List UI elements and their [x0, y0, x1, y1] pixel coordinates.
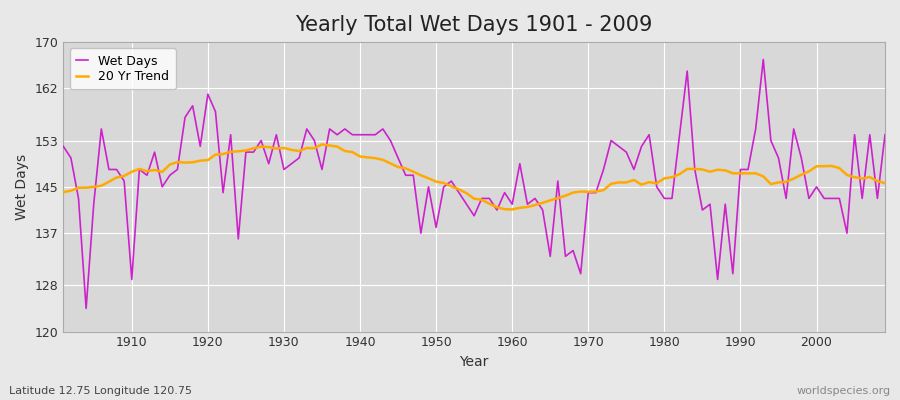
Wet Days [293, 156, 304, 160]
20 Yr Trend [286, 148, 297, 152]
Legend: Wet Days, 20 Yr Trend: Wet Days, 20 Yr Trend [69, 48, 176, 89]
20 Yr Trend [339, 149, 350, 154]
Wet Days [81, 306, 92, 311]
Line: 20 Yr Trend: 20 Yr Trend [63, 144, 885, 210]
Wet Days [58, 144, 68, 149]
Y-axis label: Wet Days: Wet Days [15, 154, 29, 220]
Wet Days [758, 57, 769, 62]
20 Yr Trend [317, 142, 328, 147]
Title: Yearly Total Wet Days 1901 - 2009: Yearly Total Wet Days 1901 - 2009 [295, 15, 652, 35]
20 Yr Trend [507, 207, 517, 212]
20 Yr Trend [879, 181, 890, 186]
Wet Days [339, 126, 350, 131]
Wet Days [515, 161, 526, 166]
20 Yr Trend [613, 180, 624, 185]
Wet Days [606, 138, 616, 143]
Wet Days [507, 202, 517, 207]
Text: worldspecies.org: worldspecies.org [796, 386, 891, 396]
20 Yr Trend [58, 190, 68, 194]
20 Yr Trend [119, 174, 130, 178]
Wet Days [879, 132, 890, 137]
20 Yr Trend [522, 204, 533, 209]
20 Yr Trend [515, 205, 526, 210]
Line: Wet Days: Wet Days [63, 60, 885, 308]
Text: Latitude 12.75 Longitude 120.75: Latitude 12.75 Longitude 120.75 [9, 386, 192, 396]
Wet Days [126, 277, 137, 282]
X-axis label: Year: Year [460, 355, 489, 369]
